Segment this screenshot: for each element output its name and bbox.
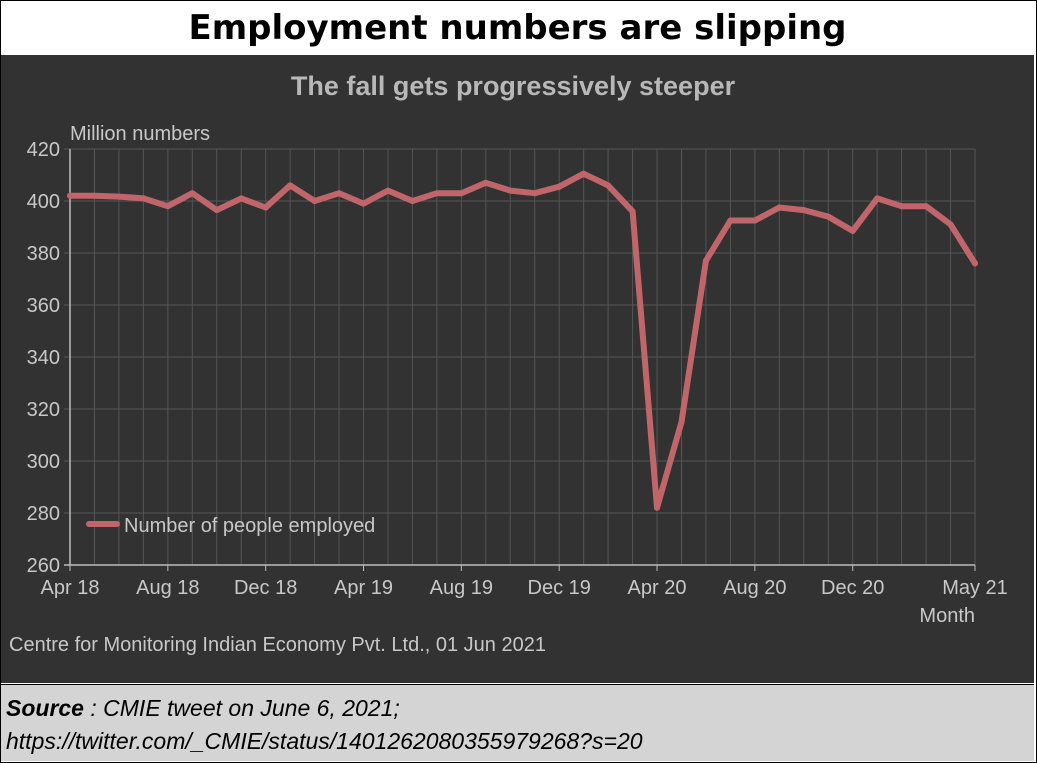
data-point	[336, 190, 343, 197]
data-point	[825, 213, 832, 220]
y-tick-label: 420	[27, 139, 60, 161]
data-point	[776, 204, 783, 211]
x-tick-label: Aug 20	[723, 577, 786, 599]
data-point	[238, 195, 245, 202]
header: Employment numbers are slipping	[1, 1, 1034, 55]
data-point	[702, 257, 709, 264]
x-tick-label: Aug 18	[136, 577, 199, 599]
data-point	[262, 204, 269, 211]
data-point	[458, 190, 465, 197]
y-tick-label: 340	[27, 347, 60, 369]
data-point	[287, 182, 294, 189]
legend: Number of people employed	[86, 515, 375, 537]
data-point	[580, 170, 587, 177]
data-point	[311, 198, 318, 204]
data-point	[629, 208, 636, 215]
data-point	[751, 217, 758, 224]
data-point	[727, 217, 734, 224]
source-url: https://twitter.com/_CMIE/status/1401262…	[6, 728, 643, 754]
y-tick-label: 380	[27, 243, 60, 265]
data-point	[849, 227, 856, 234]
data-point	[360, 200, 367, 207]
data-point	[91, 192, 98, 199]
x-tick-label: May 21	[942, 577, 1008, 599]
data-point	[678, 419, 685, 425]
data-point	[874, 195, 881, 202]
x-tick-label: Apr 19	[334, 577, 393, 599]
data-point	[164, 203, 171, 210]
legend-label: Number of people employed	[124, 515, 375, 537]
y-tick-label: 320	[27, 399, 60, 421]
y-axis-label: Million numbers	[70, 123, 210, 145]
x-tick-label: Dec 18	[234, 577, 297, 599]
data-point	[923, 203, 930, 210]
y-tick-label: 360	[27, 295, 60, 317]
data-point	[654, 504, 661, 511]
data-point	[800, 207, 807, 214]
source-note: Source : CMIE tweet on June 6, 2021; htt…	[1, 684, 1034, 761]
x-tick-label: Aug 19	[430, 577, 493, 599]
data-point	[972, 260, 978, 267]
data-point	[140, 195, 147, 202]
data-point	[556, 183, 563, 190]
y-axis-ticks: 260 280 300 320 340 360 380 400 420	[27, 139, 60, 577]
chart-title: The fall gets progressively steeper	[291, 71, 736, 101]
data-point	[384, 187, 391, 194]
source-text: : CMIE tweet on June 6, 2021;	[83, 695, 400, 721]
y-tick-label: 260	[27, 555, 60, 577]
x-tick-label: Apr 18	[41, 577, 100, 599]
y-tick-label: 300	[27, 451, 60, 473]
x-tick-label: Dec 20	[821, 577, 884, 599]
data-point	[507, 187, 514, 194]
data-point	[531, 190, 538, 197]
chart-footnote: Centre for Monitoring Indian Economy Pvt…	[9, 634, 546, 656]
chart-panel: The fall gets progressively steeper Mill…	[1, 55, 1034, 683]
x-tick-label: Dec 19	[528, 577, 591, 599]
data-point	[433, 190, 440, 197]
source-label: Source	[6, 695, 84, 721]
data-point	[213, 207, 220, 214]
x-tick-label: Apr 20	[628, 577, 687, 599]
data-point	[409, 198, 416, 204]
line-chart: The fall gets progressively steeper Mill…	[9, 71, 1008, 656]
data-point	[67, 192, 73, 199]
data-point	[115, 193, 122, 200]
series-group	[67, 170, 978, 511]
source-line: Source : CMIE tweet on June 6, 2021;	[6, 692, 1034, 725]
x-axis-ticks: Apr 18 Aug 18 Dec 18 Apr 19 Aug 19 Dec 19 Apr …	[41, 565, 1008, 599]
page-title: Employment numbers are slipping	[188, 8, 847, 48]
data-point	[947, 221, 954, 228]
data-point	[482, 179, 489, 186]
grid-lines	[64, 148, 976, 566]
data-point	[605, 182, 612, 189]
x-axis-label: Month	[919, 605, 975, 627]
series-line-people-employed	[67, 170, 978, 511]
data-point	[898, 203, 905, 210]
y-tick-label: 400	[27, 191, 60, 213]
y-tick-label: 280	[27, 503, 60, 525]
data-point	[189, 190, 196, 197]
